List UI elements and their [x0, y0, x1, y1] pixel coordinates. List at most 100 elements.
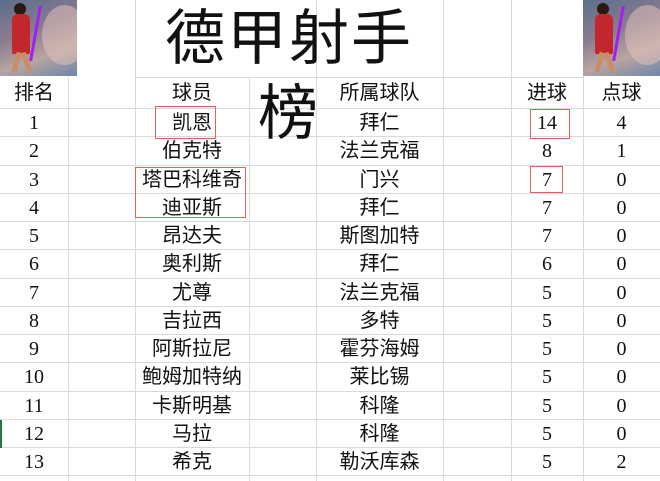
- cell-team[interactable]: 门兴: [359, 169, 400, 191]
- cell-penalties[interactable]: 0: [616, 423, 627, 445]
- cell-rank[interactable]: 12: [24, 423, 44, 445]
- highlight-box-goals-7: [530, 166, 563, 193]
- cell-player[interactable]: 吉拉西: [162, 310, 222, 332]
- cell-rank[interactable]: 3: [29, 169, 39, 191]
- cell-goals[interactable]: 5: [542, 310, 552, 332]
- cell-player[interactable]: 凯恩: [172, 112, 212, 134]
- grid-line: [0, 193, 660, 194]
- cell-penalties[interactable]: 0: [616, 253, 627, 275]
- cell-team[interactable]: 法兰克福: [339, 282, 420, 304]
- cell-penalties[interactable]: 2: [616, 451, 627, 473]
- cell-team[interactable]: 拜仁: [359, 197, 400, 219]
- cell-penalties[interactable]: 0: [616, 197, 627, 219]
- cell-player[interactable]: 迪亚斯: [162, 197, 222, 219]
- grid-line: [0, 447, 660, 448]
- cell-goals[interactable]: 6: [542, 253, 552, 275]
- cell-rank[interactable]: 4: [29, 197, 39, 219]
- cell-goals[interactable]: 5: [542, 395, 552, 417]
- cell-team[interactable]: 拜仁: [359, 253, 400, 275]
- cell-rank[interactable]: 10: [24, 366, 44, 388]
- cell-rank[interactable]: 2: [29, 140, 39, 162]
- grid-line: [249, 77, 250, 481]
- cell-goals[interactable]: 5: [542, 423, 552, 445]
- header-player[interactable]: 球员: [172, 82, 212, 104]
- grid-line: [583, 0, 584, 481]
- cell-player[interactable]: 伯克特: [162, 140, 222, 162]
- header-penalties[interactable]: 点球: [601, 82, 642, 104]
- cell-goals[interactable]: 14: [537, 112, 557, 134]
- cell-penalties[interactable]: 1: [616, 140, 627, 162]
- cell-rank[interactable]: 5: [29, 225, 39, 247]
- grid-line: [0, 306, 660, 307]
- cell-penalties[interactable]: 0: [616, 395, 627, 417]
- cell-penalties[interactable]: 4: [616, 112, 627, 134]
- grid-line: [0, 136, 660, 137]
- cell-penalties[interactable]: 0: [616, 366, 627, 388]
- poster-image-left: [0, 0, 77, 76]
- cell-team[interactable]: 法兰克福: [339, 140, 420, 162]
- grid-line: [0, 391, 660, 392]
- grid-line: [443, 0, 444, 481]
- grid-line: [0, 475, 660, 476]
- cell-penalties[interactable]: 0: [616, 169, 627, 191]
- header-team[interactable]: 所属球队: [339, 82, 420, 104]
- cell-player[interactable]: 昂达夫: [162, 225, 222, 247]
- cell-penalties[interactable]: 0: [616, 310, 627, 332]
- cell-rank[interactable]: 9: [29, 338, 39, 360]
- grid-line: [0, 278, 660, 279]
- grid-line: [0, 165, 660, 166]
- cell-player[interactable]: 鲍姆加特纳: [142, 366, 242, 388]
- cell-team[interactable]: 科隆: [359, 423, 400, 445]
- cell-team[interactable]: 霍芬海姆: [339, 338, 420, 360]
- grid-line: [0, 249, 660, 250]
- cell-rank[interactable]: 7: [29, 282, 39, 304]
- cell-penalties[interactable]: 0: [616, 225, 627, 247]
- cell-goals[interactable]: 5: [542, 338, 552, 360]
- grid-line: [316, 0, 317, 481]
- grid-line: [0, 334, 660, 335]
- cell-player[interactable]: 马拉: [172, 423, 212, 445]
- cell-player[interactable]: 塔巴科维奇: [142, 169, 242, 191]
- highlight-box-players: [135, 167, 246, 218]
- page-title: 德甲射手榜: [165, 6, 413, 147]
- cell-player[interactable]: 尤尊: [172, 282, 212, 304]
- grid-line: [135, 0, 136, 481]
- cell-rank[interactable]: 8: [29, 310, 39, 332]
- grid-line: [0, 221, 660, 222]
- cell-team[interactable]: 多特: [359, 310, 400, 332]
- row-selection-marker: [0, 420, 2, 448]
- cell-team[interactable]: 莱比锡: [349, 366, 410, 388]
- header-goals[interactable]: 进球: [527, 82, 567, 104]
- cell-player[interactable]: 卡斯明基: [152, 395, 232, 417]
- grid-line: [0, 108, 660, 109]
- grid-line: [0, 362, 660, 363]
- cell-goals[interactable]: 7: [542, 225, 552, 247]
- cell-goals[interactable]: 7: [542, 197, 552, 219]
- cell-rank[interactable]: 6: [29, 253, 39, 275]
- cell-team[interactable]: 拜仁: [359, 112, 400, 134]
- cell-goals[interactable]: 5: [542, 451, 552, 473]
- header-rank[interactable]: 排名: [14, 82, 54, 104]
- cell-player[interactable]: 希克: [172, 451, 212, 473]
- cell-player[interactable]: 阿斯拉尼: [152, 338, 232, 360]
- cell-goals[interactable]: 7: [542, 169, 552, 191]
- cell-goals[interactable]: 5: [542, 366, 552, 388]
- cell-rank[interactable]: 11: [24, 395, 44, 417]
- cell-team[interactable]: 斯图加特: [339, 225, 420, 247]
- grid-line: [68, 77, 69, 481]
- cell-team[interactable]: 勒沃库森: [339, 451, 420, 473]
- grid-line: [0, 419, 660, 420]
- cell-goals[interactable]: 5: [542, 282, 552, 304]
- highlight-box-kane: [155, 106, 216, 139]
- poster-image-right: [583, 0, 660, 76]
- grid-line: [511, 0, 512, 481]
- cell-rank[interactable]: 13: [24, 451, 44, 473]
- grid-line: [135, 77, 583, 78]
- cell-penalties[interactable]: 0: [616, 282, 627, 304]
- highlight-box-goals-14: [530, 109, 570, 139]
- cell-goals[interactable]: 8: [542, 140, 552, 162]
- cell-rank[interactable]: 1: [29, 112, 39, 134]
- cell-player[interactable]: 奥利斯: [162, 253, 222, 275]
- cell-penalties[interactable]: 0: [616, 338, 627, 360]
- cell-team[interactable]: 科隆: [359, 395, 400, 417]
